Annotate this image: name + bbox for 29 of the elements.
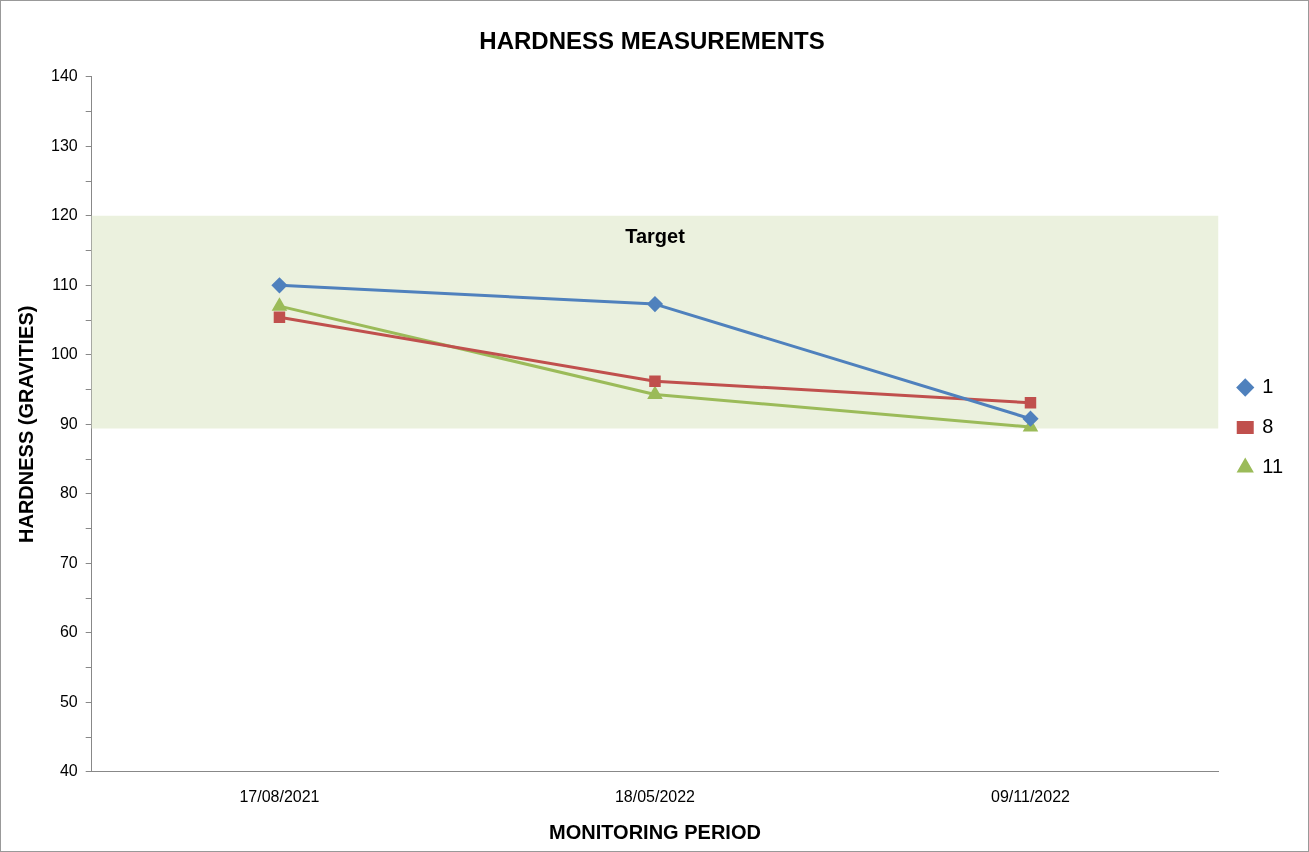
band-label: Target	[625, 225, 686, 248]
point	[649, 375, 661, 387]
legend-label: 11	[1262, 455, 1283, 478]
point	[648, 386, 662, 399]
y-tick-label: 40	[59, 762, 78, 780]
point	[647, 296, 663, 312]
point	[273, 311, 286, 324]
point	[1024, 397, 1037, 409]
x-tick-label: 18/05/2022	[614, 787, 696, 805]
legend-label: 1	[1262, 375, 1274, 398]
y-tick-label: 100	[50, 345, 78, 363]
x-tick-label: 09/11/2022	[991, 787, 1071, 805]
y-tick-label: 120	[50, 206, 78, 224]
y-tick-label: 90	[59, 414, 78, 432]
x-tick-label: 17/08/2021	[239, 787, 320, 805]
legend-label: 8	[1262, 415, 1274, 438]
y-tick-label: 70	[59, 553, 78, 571]
chart-title: HARDNESS MEASUREMENTS	[479, 27, 825, 55]
y-tick-label: 140	[50, 67, 78, 85]
y-tick-label: 80	[59, 484, 78, 502]
x-axis-title: MONITORING PERIOD	[549, 820, 761, 843]
y-axis-title: HARDNESS (GRAVITIES)	[14, 305, 37, 544]
y-tick-label: 110	[52, 275, 78, 293]
point	[271, 277, 287, 293]
point	[272, 298, 287, 311]
y-tick-label: 50	[59, 692, 78, 710]
point	[1022, 411, 1038, 427]
y-tick-label: 60	[59, 623, 78, 641]
y-tick-label: 130	[50, 136, 78, 154]
